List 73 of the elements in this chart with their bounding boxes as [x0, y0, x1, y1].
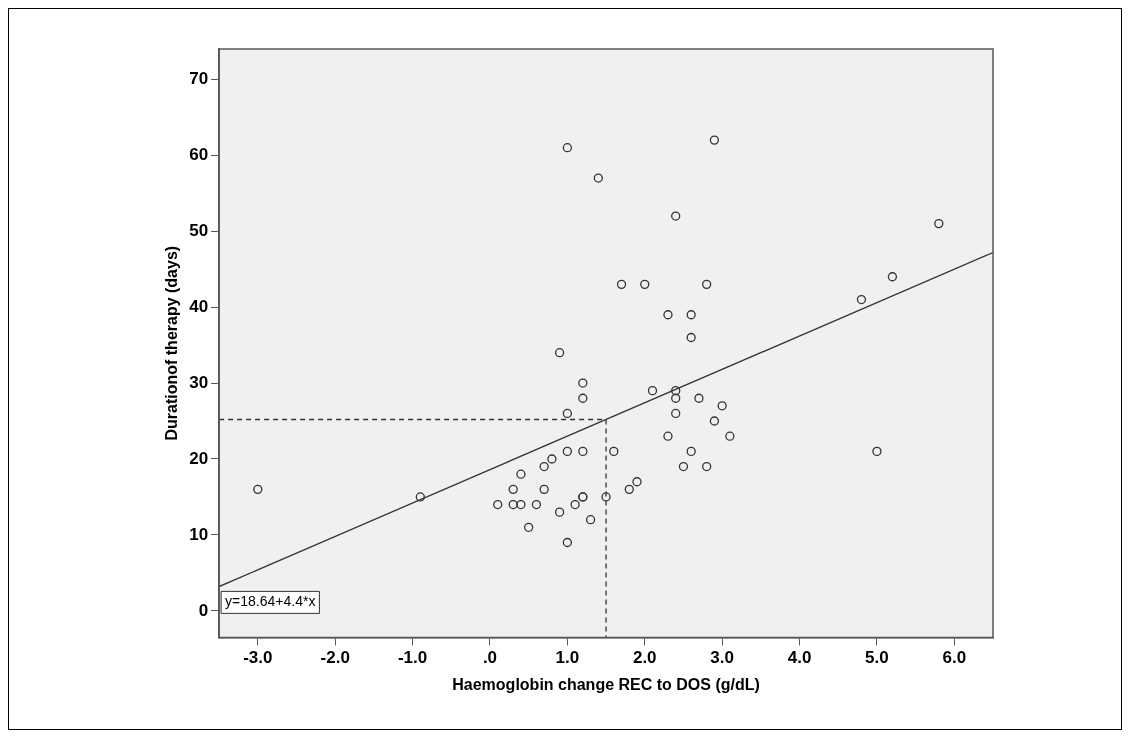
- point: [686, 332, 696, 343]
- point: [562, 408, 573, 419]
- x-tick-label: 2.0: [632, 648, 657, 668]
- y-tick-label: 10: [189, 524, 209, 544]
- point: [508, 484, 518, 494]
- point: [702, 279, 712, 290]
- point: [562, 537, 573, 548]
- point: [609, 446, 619, 457]
- point: [856, 294, 867, 305]
- x-tick-label: -1.0: [397, 648, 428, 668]
- annotation: y=18.64+4.4*x: [225, 593, 316, 610]
- point: [554, 507, 565, 517]
- x-tick-label: -3.0: [243, 648, 273, 668]
- y-tick-label: 40: [189, 296, 209, 316]
- point: [686, 446, 696, 457]
- point: [717, 401, 727, 411]
- point: [640, 279, 650, 290]
- point: [872, 446, 882, 457]
- x-tick-label: -2.0: [320, 648, 350, 668]
- x-tick-label: 5.0: [865, 648, 889, 668]
- y-tick-label: 60: [189, 144, 209, 164]
- point: [570, 499, 580, 510]
- point: [531, 499, 542, 510]
- point: [702, 461, 712, 472]
- x-axis-title: Haemoglobin change REC to DOS (g/dL): [452, 675, 760, 693]
- point: [253, 484, 263, 494]
- x-tick-label: .0: [482, 648, 498, 668]
- point: [578, 446, 588, 457]
- point: [547, 454, 557, 464]
- point: [678, 461, 689, 472]
- point: [578, 378, 588, 388]
- y-axis-title: Durationof therapy (days): [163, 245, 181, 441]
- point: [709, 135, 720, 145]
- point: [616, 279, 627, 290]
- y-tick-label: 30: [189, 372, 209, 392]
- point: [934, 218, 944, 229]
- point: [415, 492, 425, 502]
- point: [694, 393, 704, 403]
- x-tick-label: 3.0: [710, 648, 734, 668]
- point: [493, 499, 503, 510]
- point: [725, 431, 735, 441]
- point: [539, 461, 549, 472]
- point: [554, 348, 565, 358]
- point: [671, 211, 681, 221]
- point: [539, 484, 549, 494]
- x-tick-label: 6.0: [942, 648, 967, 668]
- x-tick-label: 1.0: [555, 648, 580, 668]
- point: [593, 173, 603, 183]
- point: [562, 143, 573, 153]
- point: [516, 499, 526, 510]
- point: [516, 469, 526, 479]
- y-tick-label: 0: [198, 600, 209, 620]
- point: [585, 515, 596, 525]
- point: [601, 492, 611, 502]
- point: [663, 310, 673, 320]
- point: [562, 446, 573, 457]
- y-tick-label: 20: [189, 448, 209, 468]
- y-tick-label: 70: [189, 69, 209, 89]
- point: [686, 310, 696, 320]
- point: [632, 477, 642, 487]
- point: [671, 408, 681, 419]
- x-tick-label: 4.0: [787, 648, 812, 668]
- point: [709, 416, 720, 426]
- point: [524, 522, 534, 532]
- point: [671, 393, 681, 403]
- point: [624, 484, 634, 494]
- point: [578, 393, 588, 403]
- point: [508, 499, 518, 510]
- point: [671, 386, 681, 396]
- point: [647, 386, 658, 396]
- point: [887, 272, 898, 282]
- point: [663, 431, 673, 441]
- y-tick-label: 50: [189, 220, 209, 240]
